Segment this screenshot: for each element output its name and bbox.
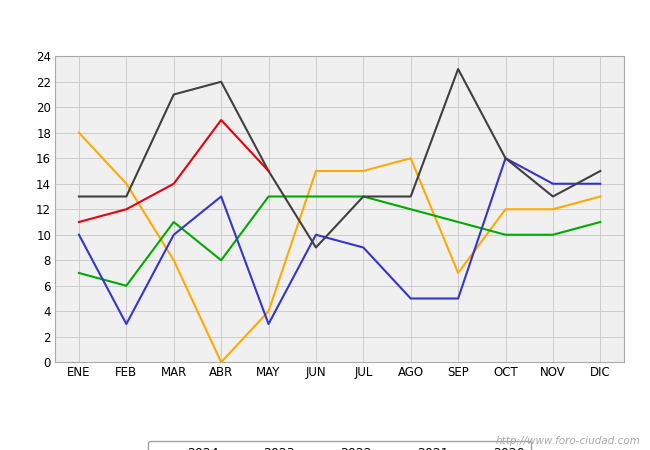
Text: Matriculaciones de Vehiculos en Villanueva de Gállego: Matriculaciones de Vehiculos en Villanue… — [99, 13, 551, 32]
Text: http://www.foro-ciudad.com: http://www.foro-ciudad.com — [495, 436, 640, 446]
Legend: 2024, 2023, 2022, 2021, 2020: 2024, 2023, 2022, 2021, 2020 — [148, 441, 531, 450]
